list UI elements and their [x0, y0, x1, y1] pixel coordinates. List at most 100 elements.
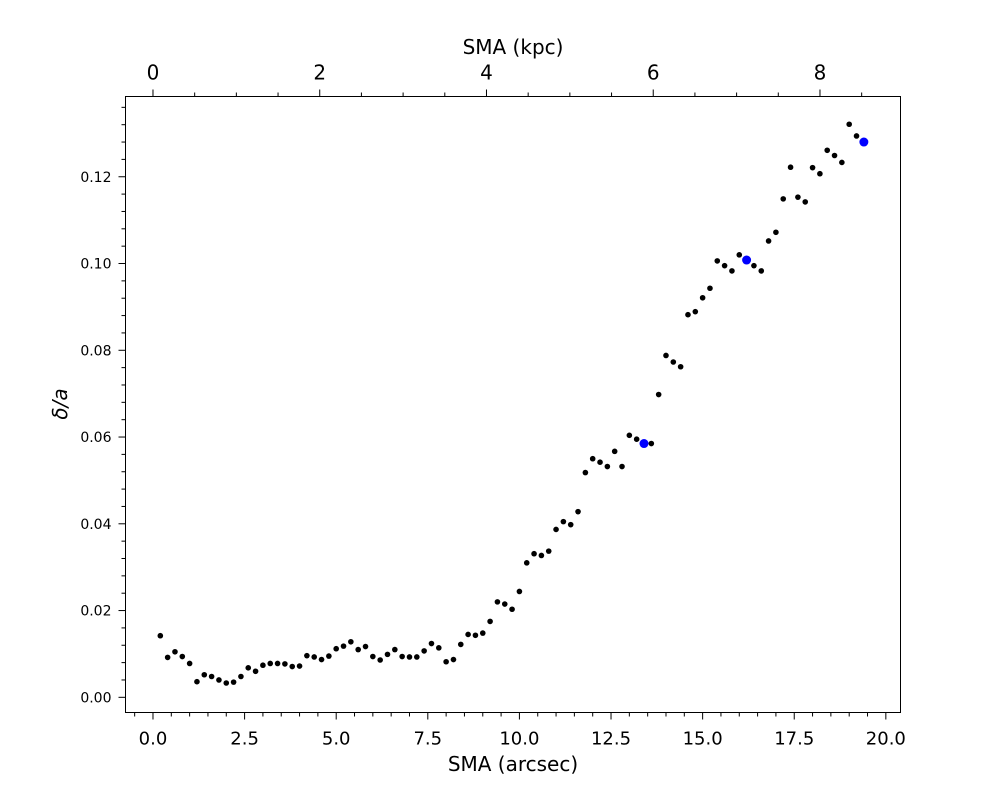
- highlight-point: [859, 137, 869, 147]
- data-point: [707, 285, 713, 292]
- data-point: [326, 653, 332, 659]
- data-point: [780, 196, 787, 202]
- data-point: [428, 640, 435, 647]
- x-tick-label: 12.5: [591, 729, 631, 750]
- data-point: [714, 258, 721, 264]
- data-point: [296, 663, 303, 669]
- data-point: [164, 654, 171, 661]
- data-point: [560, 518, 567, 525]
- data-point: [267, 660, 274, 667]
- data-point: [436, 645, 442, 651]
- data-point: [340, 643, 347, 649]
- x-tick-label: 2.5: [230, 729, 259, 750]
- x2-tick-label: 0: [147, 61, 160, 85]
- data-point: [208, 673, 215, 680]
- plot-frame: [125, 96, 901, 713]
- data-point: [399, 653, 405, 660]
- data-point: [348, 638, 354, 645]
- x-axis-bottom: 0.0 2.5 5.0 7.5 10.0 12.5 15.0 17.5 20.0: [134, 712, 906, 750]
- data-point: [633, 436, 640, 443]
- data-point: [223, 680, 230, 686]
- data-point: [751, 262, 757, 269]
- data-point: [523, 560, 530, 566]
- data-point: [824, 147, 831, 154]
- x2-axis-title: SMA (kpc): [463, 35, 564, 59]
- data-point: [179, 653, 186, 660]
- data-point: [509, 606, 515, 613]
- y-axis-title: δ/a: [48, 388, 72, 419]
- data-point: [201, 671, 208, 678]
- data-point: [487, 618, 493, 625]
- data-point: [472, 632, 479, 639]
- data-point: [575, 508, 581, 515]
- data-point: [736, 252, 743, 258]
- data-point: [252, 668, 259, 675]
- data-point: [729, 268, 735, 274]
- data-point: [362, 643, 369, 650]
- y-tick-label: 0.02: [80, 604, 111, 620]
- data-point: [846, 121, 852, 128]
- data-point: [545, 548, 552, 554]
- x-tick-label: 0.0: [139, 729, 168, 750]
- data-point: [567, 521, 574, 528]
- data-point: [421, 648, 427, 654]
- data-point: [377, 657, 383, 663]
- data-point: [289, 663, 296, 670]
- data-point: [274, 660, 281, 667]
- y-axis-left: 0.00 0.02 0.04 0.06 0.08 0.10 0.12: [80, 106, 126, 706]
- data-point: [589, 455, 596, 462]
- x-tick-label: 20.0: [866, 729, 906, 750]
- data-point: [443, 658, 449, 665]
- data-point: [333, 645, 340, 652]
- data-point: [384, 651, 391, 658]
- data-point: [619, 463, 625, 470]
- data-point: [626, 432, 633, 439]
- x-tick-label: 17.5: [774, 729, 814, 750]
- data-point: [516, 588, 523, 595]
- data-points: [157, 121, 869, 686]
- data-point: [765, 238, 772, 244]
- data-point: [663, 352, 669, 359]
- data-point: [479, 630, 486, 636]
- data-point: [582, 469, 589, 476]
- data-point: [817, 170, 823, 177]
- data-point: [406, 654, 413, 660]
- data-point: [157, 632, 164, 639]
- data-point: [721, 262, 728, 269]
- data-point: [465, 631, 471, 638]
- x-tick-label: 7.5: [413, 729, 442, 750]
- data-point: [604, 463, 611, 470]
- data-point: [194, 678, 200, 685]
- data-point: [450, 656, 457, 663]
- data-point: [501, 601, 508, 607]
- data-point: [553, 526, 559, 533]
- data-point: [795, 194, 801, 200]
- y-tick-label: 0.10: [80, 257, 111, 273]
- x2-tick-label: 4: [480, 61, 493, 85]
- data-point: [787, 164, 794, 171]
- data-point: [414, 654, 420, 660]
- data-point: [839, 159, 845, 166]
- data-point: [685, 311, 691, 318]
- data-point: [758, 268, 765, 274]
- data-point: [355, 646, 361, 653]
- x-axis-top: 0 2 4 6 8: [147, 61, 863, 97]
- data-point: [809, 164, 816, 171]
- data-point: [699, 294, 706, 301]
- x2-tick-label: 2: [313, 61, 326, 85]
- highlight-point: [742, 255, 752, 265]
- y-tick-label: 0.00: [80, 690, 111, 706]
- data-point: [494, 599, 501, 605]
- data-point: [318, 656, 325, 663]
- data-point: [172, 648, 178, 655]
- y-tick-label: 0.06: [80, 430, 111, 446]
- data-point: [282, 661, 288, 667]
- data-point: [245, 665, 252, 671]
- data-point: [311, 654, 318, 660]
- data-point: [611, 448, 618, 455]
- data-point: [597, 459, 603, 466]
- data-point: [260, 662, 266, 669]
- data-point: [802, 199, 809, 205]
- y-tick-label: 0.08: [80, 343, 111, 359]
